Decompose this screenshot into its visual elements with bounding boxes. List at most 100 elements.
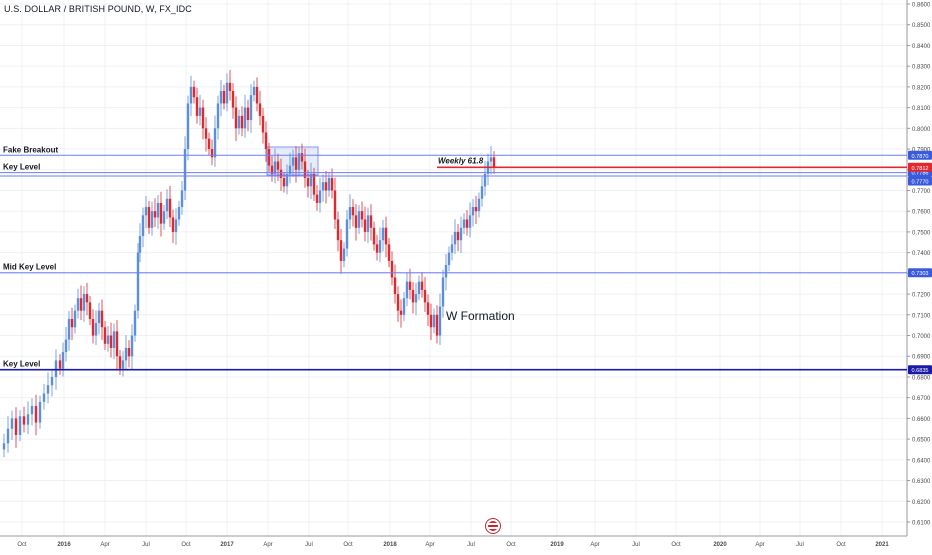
y-tick-label: 0.6200 (912, 500, 931, 506)
candle-body (471, 207, 475, 216)
candle-body (222, 91, 226, 104)
candle-body (22, 416, 26, 425)
x-tick-label: Jul (467, 542, 475, 548)
candle-body (141, 215, 145, 237)
candle-body (61, 352, 65, 369)
candle-body (285, 173, 289, 187)
candle-body (6, 428, 10, 444)
candle-body (474, 207, 478, 212)
candle-body (76, 298, 80, 311)
candle-body (54, 360, 58, 377)
y-tick-label: 0.8500 (912, 23, 931, 29)
x-tick-label: Jul (305, 542, 313, 548)
candle-body (231, 91, 235, 108)
candle-body (429, 314, 433, 328)
candle-body (106, 335, 110, 344)
candle-body (315, 194, 319, 203)
candle-body (339, 240, 343, 261)
candle-body (399, 310, 403, 315)
candle-body (426, 302, 430, 315)
candle-body (165, 198, 169, 212)
candle-body (255, 86, 259, 104)
candle-body (18, 416, 22, 435)
candle-body (174, 219, 178, 232)
x-tick-label: Oct (506, 542, 516, 548)
candle-body (261, 115, 265, 133)
candle-body (273, 161, 277, 174)
candle-body (198, 107, 202, 116)
candle-body (390, 260, 394, 278)
y-tick-label: 0.6900 (912, 355, 931, 361)
candle-body (267, 149, 271, 166)
candle-body (351, 207, 355, 216)
y-tick-label: 0.8200 (912, 85, 931, 91)
candle-body (459, 227, 463, 241)
y-tick-label: 0.8600 (912, 3, 931, 9)
x-tick-label: Jul (632, 542, 640, 548)
x-tick-label: Jul (142, 542, 150, 548)
level-label: Key Level (3, 163, 40, 172)
candle-body (408, 281, 412, 290)
x-tick-label: Oct (836, 542, 846, 548)
candle-body (279, 169, 283, 179)
x-tick-label: Oct (181, 542, 191, 548)
flag-logo-icon (485, 518, 501, 534)
candle-body (447, 252, 451, 266)
candle-body (240, 115, 244, 129)
candle-body (369, 215, 373, 228)
candle-body (417, 281, 421, 295)
candle-body (171, 217, 175, 232)
candle-body (103, 327, 107, 344)
candle-body (492, 157, 496, 168)
candle-body (327, 178, 331, 191)
candle-body (393, 277, 397, 295)
x-tick-label: Jul (796, 542, 804, 548)
y-tick-label: 0.8000 (912, 127, 931, 133)
candle-body (258, 103, 262, 116)
candle-body (396, 294, 400, 311)
candle-body (219, 91, 223, 104)
price-tag (908, 176, 932, 186)
candle-body (480, 186, 484, 199)
x-tick-label: Apr (755, 542, 764, 548)
candle-body (118, 356, 122, 369)
candle-body (91, 318, 95, 336)
candle-body (453, 231, 457, 245)
candle-body (477, 198, 481, 212)
candle-body (456, 231, 460, 241)
y-tick-label: 0.7000 (912, 334, 931, 340)
candle-body (210, 149, 214, 158)
candle-body (177, 207, 181, 220)
candle-body (465, 219, 469, 228)
fib-price-tag-label: 0.7812 (911, 166, 928, 172)
candle-body (168, 198, 172, 218)
candle-body (372, 227, 376, 245)
price-tag-label: 0.7303 (911, 271, 928, 277)
candle-body (282, 178, 286, 187)
candle-body (405, 281, 409, 299)
price-tag-label: 0.7870 (911, 154, 928, 160)
candle-body (312, 173, 316, 195)
candle-body (444, 265, 448, 278)
candle-body (10, 418, 14, 429)
candle-body (58, 360, 62, 369)
y-tick-label: 0.7500 (912, 230, 931, 236)
candle-body (97, 310, 101, 324)
candle-body (336, 219, 340, 241)
price-tag (908, 150, 932, 160)
candle-body (201, 107, 205, 129)
candle-body (354, 215, 358, 228)
x-tick-label: Apr (590, 542, 599, 548)
x-tick-label: 2017 (220, 542, 234, 548)
candle-body (384, 227, 388, 245)
y-tick-label: 0.7200 (912, 293, 931, 299)
y-tick-label: 0.8400 (912, 44, 931, 50)
candle-body (228, 82, 232, 92)
candle-body (180, 190, 184, 208)
candle-body (70, 318, 74, 328)
candle-body (243, 107, 247, 129)
candle-body (294, 157, 298, 170)
x-tick-label: 2021 (875, 542, 889, 548)
